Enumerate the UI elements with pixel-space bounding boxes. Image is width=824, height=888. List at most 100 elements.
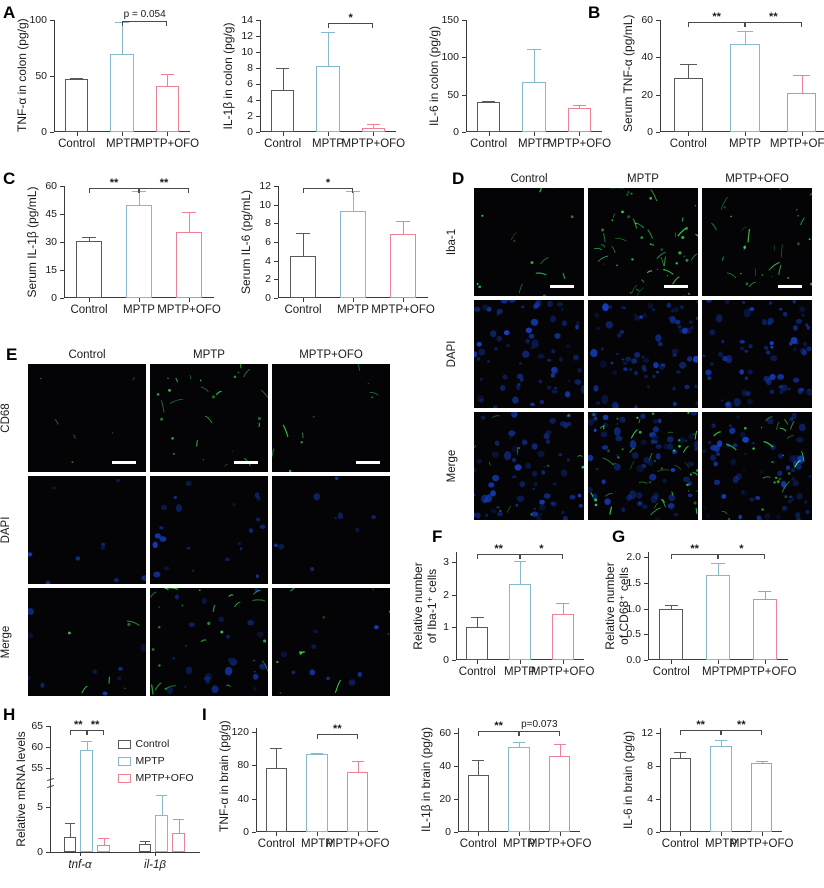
y-tickmark — [452, 627, 456, 629]
bar-I1-1 — [306, 753, 328, 832]
sig-bracket-C2-0 — [303, 187, 353, 193]
bar-H1-0-2 — [97, 844, 110, 852]
y-tick-label: 65 — [31, 719, 43, 732]
x-tickmark — [303, 298, 304, 302]
y-tick-label: 4 — [265, 254, 271, 267]
y-tickmark — [60, 186, 64, 187]
errorbar-cap-I3-0 — [674, 752, 687, 754]
bar-H1-1-1 — [155, 815, 169, 852]
axis-label-y-G1: Relative number of CD68⁺ cells — [603, 552, 632, 660]
y-tick-label: 0 — [243, 825, 249, 838]
bar-H1-0-0 — [63, 836, 77, 852]
y-tick-label: 12 — [241, 29, 253, 42]
x-tickmark — [276, 832, 278, 836]
y-tick-label: 12 — [259, 179, 271, 192]
errorbar-stem-A2-1 — [328, 32, 329, 66]
y-tickmark — [274, 279, 278, 281]
scale-bar-E-1 — [234, 461, 258, 464]
x-tickmark — [721, 832, 722, 836]
x-tickmark — [373, 132, 375, 136]
bar-C1-0 — [76, 241, 102, 298]
x-tick-label-B1-2: MPTP+OFO — [769, 138, 824, 150]
y-tickmark — [50, 20, 54, 21]
errorbar-cap-G1-1 — [711, 563, 725, 565]
legend-label-mptp: MPTP — [135, 755, 165, 767]
x-tickmark — [155, 852, 156, 856]
axis-label-y-line1: Relative number — [603, 562, 617, 650]
legend-swatch-ctrl — [117, 739, 131, 749]
sig-label-C2-0: * — [325, 176, 331, 189]
panel-letter-B: B — [588, 3, 601, 22]
y-tickmark — [462, 20, 466, 21]
sig-label-H1-1: ** — [90, 719, 100, 731]
errorbar-cap-A2-1 — [321, 32, 335, 33]
axis-label-y-line2: of CD68⁺ cells — [616, 567, 631, 645]
errorbar-cap-C2-0 — [295, 232, 311, 234]
bar-G1-2 — [752, 598, 777, 660]
y-tick-label: 2.0 — [626, 550, 641, 563]
errorbar-cap-A1-0 — [70, 77, 84, 79]
sig-label-A2-0: * — [348, 12, 353, 25]
y-tick-label: 8 — [247, 61, 253, 74]
x-tickmark — [403, 298, 404, 302]
micrograph-D-dapi-0 — [474, 300, 584, 408]
micrograph-col-title-E-0: Control — [68, 349, 106, 361]
x-tick-label-F1-2: MPTP+OFO — [530, 666, 595, 678]
y-tickmark — [644, 557, 648, 559]
micrograph-D-merge-2 — [702, 412, 812, 520]
y-tickmark — [46, 807, 50, 809]
errorbar-cap-I1-0 — [270, 748, 283, 750]
y-tickmark — [656, 732, 660, 734]
micrograph-E-cd68-1 — [150, 364, 268, 472]
x-tickmark — [519, 832, 520, 836]
y-tickmark — [50, 132, 54, 133]
micrograph-E-dapi-0 — [28, 476, 146, 584]
bar-B1-2 — [786, 93, 817, 132]
errorbar-stem-G1-1 — [718, 563, 719, 575]
y-tick-label: 0 — [647, 125, 653, 138]
sig-bracket-A1-0 — [122, 21, 168, 27]
micrograph-E-dapi-2 — [272, 476, 390, 584]
axis-label-y-A3: IL-6 in colon (pg/g) — [427, 25, 441, 127]
x-tick-label-I3-2: MPTP+OFO — [729, 838, 794, 850]
errorbar-cap-H1-0-2 — [98, 837, 109, 839]
y-tick-label: 1.0 — [626, 602, 641, 615]
errorbar-stem-H1-1-1 — [161, 794, 163, 816]
sig-bracket-H1-1 — [86, 730, 104, 735]
y-tickmark — [60, 298, 64, 299]
errorbar-cap-F1-0 — [471, 617, 484, 619]
errorbar-stem-H1-0-2 — [103, 837, 105, 845]
x-tickmark — [718, 660, 719, 664]
bar-A2-1 — [316, 65, 340, 132]
y-tickmark — [252, 832, 256, 833]
errorbar-stem-H1-1-0 — [144, 841, 146, 844]
y-tick-label: 60 — [45, 179, 57, 192]
y-tickmark — [274, 260, 278, 262]
errorbar-stem-B1-2 — [801, 74, 803, 94]
y-tickmark — [644, 660, 648, 661]
errorbar-cap-A3-2 — [572, 105, 586, 107]
axis-label-y-A1: TNF-α in colon (pg/g) — [15, 18, 29, 132]
bar-A1-0 — [64, 79, 89, 132]
sig-label-I2-1: p=0.073 — [521, 719, 558, 731]
bar-G1-0 — [659, 608, 684, 660]
errorbar-stem-I1-0 — [276, 748, 278, 768]
y-tick-label: 4 — [647, 792, 653, 805]
y-tickmark — [274, 223, 278, 225]
errorbar-stem-I3-2 — [761, 761, 763, 764]
legend-item-ofo: MPTP+OFO — [117, 772, 194, 784]
errorbar-cap-H1-0-1 — [81, 741, 93, 743]
y-tickmark — [454, 765, 458, 767]
micrograph-row-label-D-1: DAPI — [446, 340, 458, 368]
sig-bracket-I3-1 — [721, 730, 762, 736]
y-tick-label: 60 — [31, 740, 43, 753]
bar-I1-0 — [265, 767, 287, 832]
errorbar-stem-F1-1 — [520, 561, 521, 584]
errorbar-cap-A1-1 — [115, 22, 129, 24]
chart-I3: 0 4 8 12 Control MPTP MPTP+OFO IL-6 in brain (p… — [612, 720, 804, 886]
sig-bracket-I3-0 — [680, 730, 721, 736]
bar-G1-1 — [705, 574, 731, 660]
bar-C2-2 — [390, 233, 416, 298]
bar-C2-1 — [340, 210, 366, 298]
y-tickmark — [454, 832, 458, 833]
